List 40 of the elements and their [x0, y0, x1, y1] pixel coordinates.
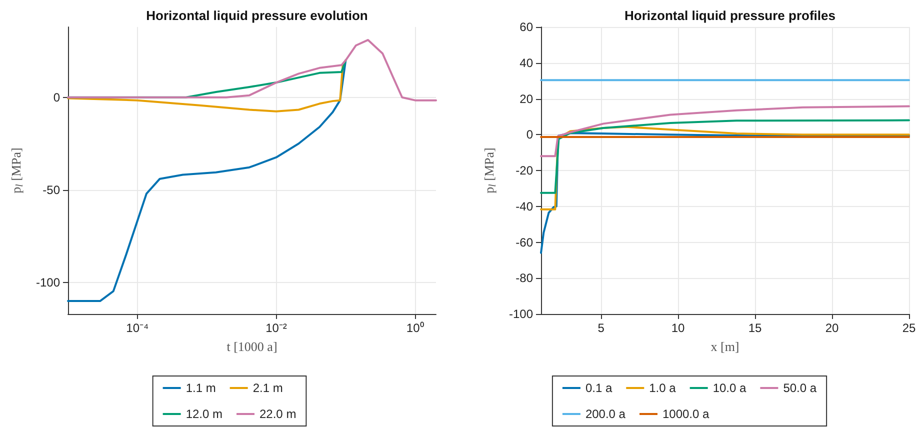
chart-title: Horizontal liquid pressure profiles [624, 8, 836, 23]
line-series [540, 119, 910, 194]
x-tick-label: 10⁻² [266, 321, 287, 335]
legend-label: 1.1 m [186, 381, 216, 395]
x-axis-title: x [m] [710, 339, 740, 354]
legend-label: 10.0 a [712, 381, 747, 395]
y-tick-label: -50 [42, 182, 60, 197]
y-axis-title: pl [MPa] [482, 148, 499, 194]
y-tick-label: 0 [526, 128, 534, 142]
legend-label: 200.0 a [585, 407, 626, 421]
legend-label: 22.0 m [260, 407, 296, 421]
y-tick-label: -20 [516, 164, 534, 178]
y-tick-label: 20 [520, 92, 534, 106]
legend-label: 0.1 a [585, 381, 612, 395]
y-tick-label: 0 [53, 90, 60, 104]
x-axis-title: t [1000 a] [226, 339, 278, 354]
x-tick-label: 10 [671, 321, 686, 335]
legend-label: 1.0 a [649, 381, 676, 395]
line-series [540, 126, 910, 210]
legend-label: 2.1 m [252, 381, 283, 395]
y-tick-label: 60 [520, 20, 534, 34]
y-tick-label: -60 [516, 235, 534, 250]
y-tick-label: -100 [508, 307, 534, 321]
y-axis-title: pl [MPa] [8, 148, 26, 194]
x-tick-label: 5 [598, 321, 605, 335]
line-series [540, 105, 910, 158]
chart-title: Horizontal liquid pressure evolution [146, 8, 368, 23]
x-tick-label: 25 [902, 321, 916, 335]
x-tick-label: 10⁻⁴ [126, 321, 149, 335]
x-tick-label: 10⁰ [406, 321, 424, 335]
y-tick-label: 40 [520, 56, 534, 70]
y-tick-label: -40 [516, 199, 534, 214]
y-tick-label: -100 [36, 276, 60, 290]
x-tick-label: 20 [825, 321, 840, 335]
legend-label: 1000.0 a [662, 407, 710, 421]
legend-label: 12.0 m [186, 407, 223, 421]
y-tick-label: -80 [516, 271, 534, 286]
legend-label: 50.0 a [783, 381, 817, 395]
x-tick-label: 15 [748, 321, 762, 335]
line-series [540, 132, 910, 254]
